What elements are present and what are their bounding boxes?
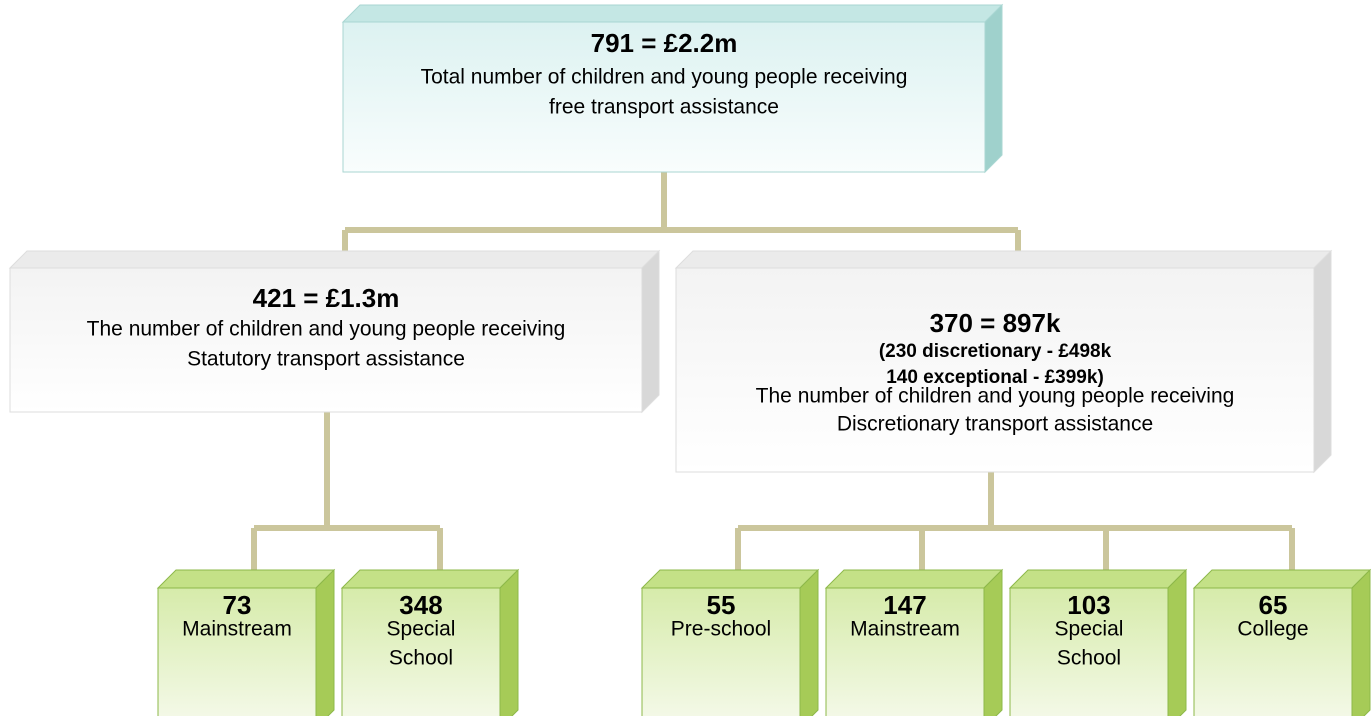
- box-side: [1351, 568, 1371, 716]
- box-side: [983, 568, 1003, 716]
- box-front: [825, 587, 985, 716]
- label: Special: [1055, 618, 1124, 641]
- box-side: [984, 3, 1003, 174]
- box-top: [341, 4, 1004, 23]
- label: Statutory transport assistance: [187, 348, 465, 371]
- label: Discretionary transport assistance: [837, 413, 1153, 436]
- box-front: [675, 267, 1315, 473]
- box-side: [1313, 249, 1332, 474]
- box-front: [1009, 587, 1169, 716]
- connector: [251, 412, 443, 574]
- box-top: [156, 569, 336, 589]
- box-side: [1167, 568, 1187, 716]
- box-side: [641, 249, 660, 414]
- box-top: [8, 250, 661, 269]
- detail: (230 discretionary - £498k: [879, 341, 1112, 362]
- headline: 421 = £1.3m: [253, 283, 400, 313]
- headline: 55: [707, 590, 736, 620]
- headline: 348: [399, 590, 442, 620]
- boxes: 791 = £2.2m Total number of children and …: [8, 3, 1371, 716]
- box-side: [799, 568, 819, 716]
- box-top: [824, 569, 1004, 589]
- box-side: [499, 568, 519, 716]
- headline: 147: [883, 590, 926, 620]
- node: 370 = 897k (230 discretionary - £498k 140 …: [674, 249, 1333, 474]
- label: Total number of children and young peopl…: [421, 66, 908, 89]
- box-front: [1193, 587, 1353, 716]
- box-top: [1008, 569, 1188, 589]
- label: School: [389, 647, 453, 670]
- detail: 140 exceptional - £399k): [886, 367, 1104, 388]
- box-front: [341, 587, 501, 716]
- box-front: [342, 21, 986, 173]
- box-front: [9, 267, 643, 413]
- label: The number of children and young people …: [87, 318, 566, 341]
- headline: 370 = 897k: [930, 308, 1061, 338]
- box-side: [315, 568, 335, 716]
- box-top: [340, 569, 520, 589]
- label: Mainstream: [182, 618, 292, 641]
- connector: [342, 172, 1021, 258]
- label: free transport assistance: [549, 96, 779, 119]
- box-front: [641, 587, 801, 716]
- label: School: [1057, 647, 1121, 670]
- node: 791 = £2.2m Total number of children and …: [341, 3, 1004, 174]
- box-top: [1192, 569, 1371, 589]
- label: Mainstream: [850, 618, 960, 641]
- headline: 65: [1259, 590, 1288, 620]
- box-top: [674, 250, 1333, 269]
- label: College: [1237, 618, 1308, 641]
- node: 421 = £1.3m The number of children and yo…: [8, 249, 661, 414]
- label: Special: [387, 618, 456, 641]
- headline: 103: [1067, 590, 1110, 620]
- headline: 73: [223, 590, 252, 620]
- headline: 791 = £2.2m: [591, 28, 738, 58]
- box-front: [157, 587, 317, 716]
- connector: [735, 472, 1295, 574]
- label: Pre-school: [671, 618, 771, 641]
- connectors: [251, 172, 1295, 574]
- label: The number of children and young people …: [756, 385, 1235, 408]
- box-top: [640, 569, 820, 589]
